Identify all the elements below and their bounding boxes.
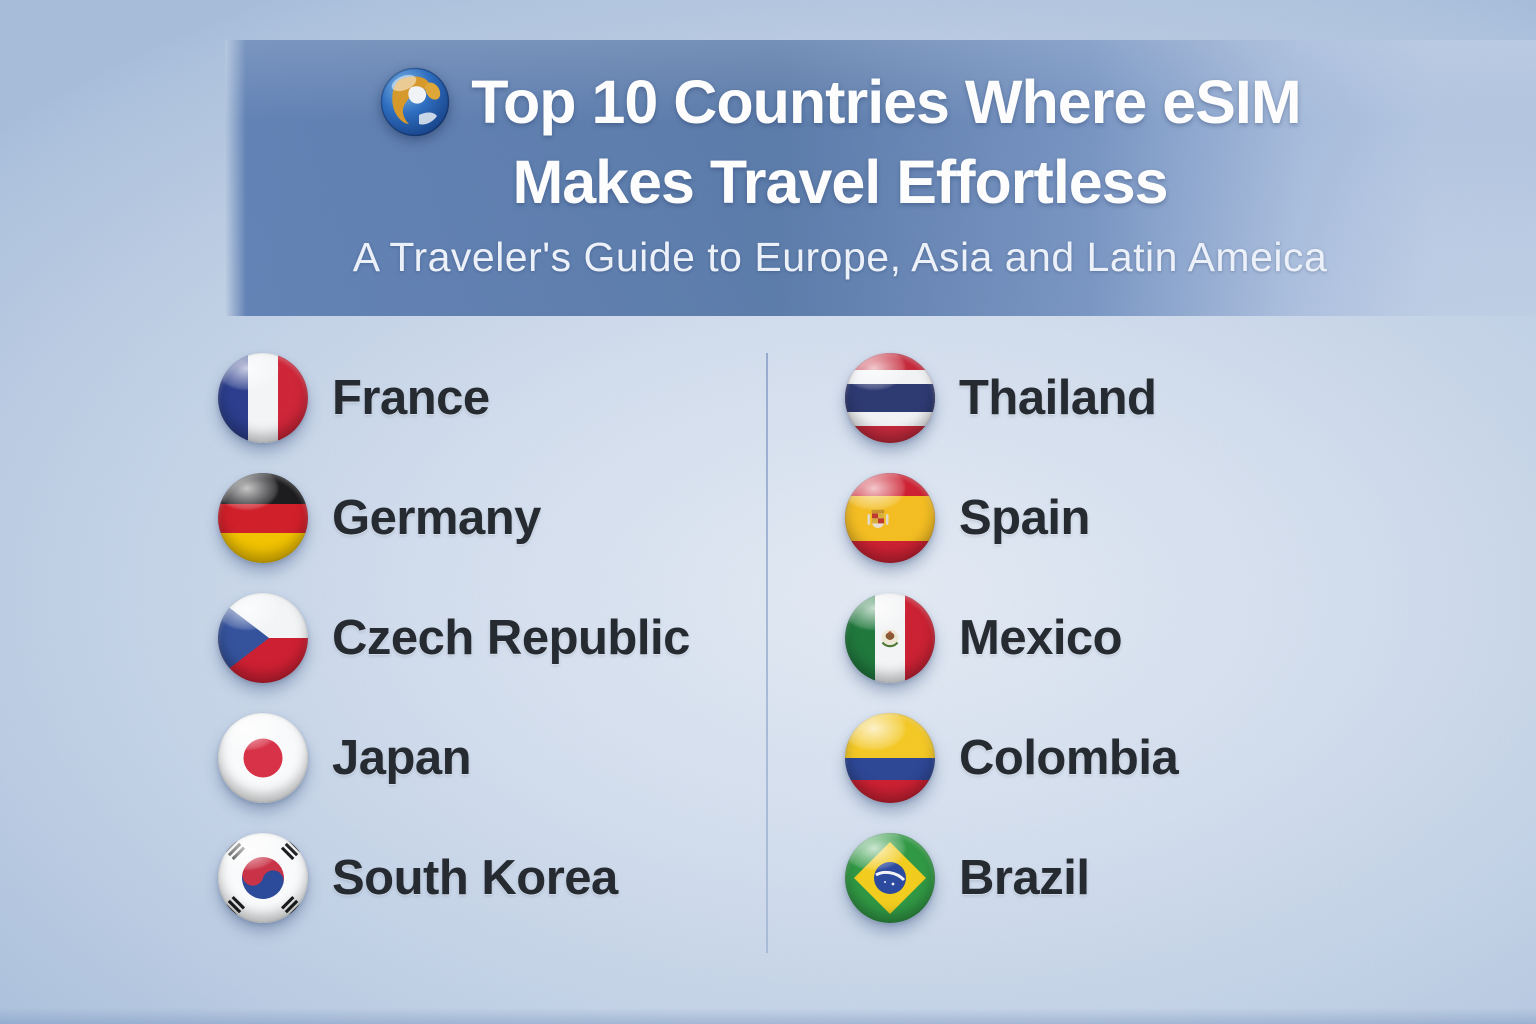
country-row: Brazil — [845, 832, 1178, 923]
czech-republic-flag-icon — [218, 592, 308, 683]
colombia-flag-icon — [845, 712, 935, 803]
country-list-right: Thailand Spain Mexico Colombia — [845, 352, 1179, 923]
country-label: Germany — [332, 490, 541, 545]
title-line-1: Top 10 Countries Where eSIM — [471, 68, 1301, 136]
mexico-flag-icon — [845, 592, 935, 683]
country-label: Mexico — [959, 610, 1123, 665]
title-line-2: Makes Travel Effortless — [512, 148, 1168, 216]
globe-icon — [379, 66, 451, 138]
country-row: Japan — [218, 712, 690, 803]
country-label: Spain — [959, 490, 1090, 545]
subtitle: A Traveler's Guide to Europe, Asia and L… — [352, 234, 1328, 280]
country-row: Spain — [845, 472, 1178, 563]
header-band: Top 10 Countries Where eSIM Makes Travel… — [225, 40, 1536, 316]
france-flag-icon — [218, 352, 308, 443]
country-list-left: France Germany Czech Republic Japan Sout… — [218, 352, 690, 923]
country-label: Thailand — [959, 370, 1157, 425]
country-row: Thailand — [845, 352, 1178, 443]
country-label: Czech Republic — [332, 610, 690, 665]
spain-flag-icon — [845, 472, 935, 563]
country-label: South Korea — [332, 850, 618, 905]
germany-flag-icon — [218, 472, 308, 563]
thailand-flag-icon — [845, 352, 935, 443]
japan-flag-icon — [218, 712, 308, 803]
column-divider — [766, 353, 768, 953]
brazil-flag-icon — [845, 832, 935, 923]
country-row: South Korea — [218, 832, 690, 923]
country-row: Germany — [218, 472, 690, 563]
country-label: Brazil — [959, 850, 1090, 905]
country-row: France — [218, 352, 690, 443]
country-row: Czech Republic — [218, 592, 690, 683]
country-row: Mexico — [845, 592, 1178, 683]
country-label: Japan — [332, 730, 472, 785]
country-label: Colombia — [959, 730, 1179, 785]
south-korea-flag-icon — [218, 832, 308, 923]
country-row: Colombia — [845, 712, 1179, 803]
bottom-edge-shade — [0, 1008, 1536, 1024]
country-label: France — [332, 370, 490, 425]
